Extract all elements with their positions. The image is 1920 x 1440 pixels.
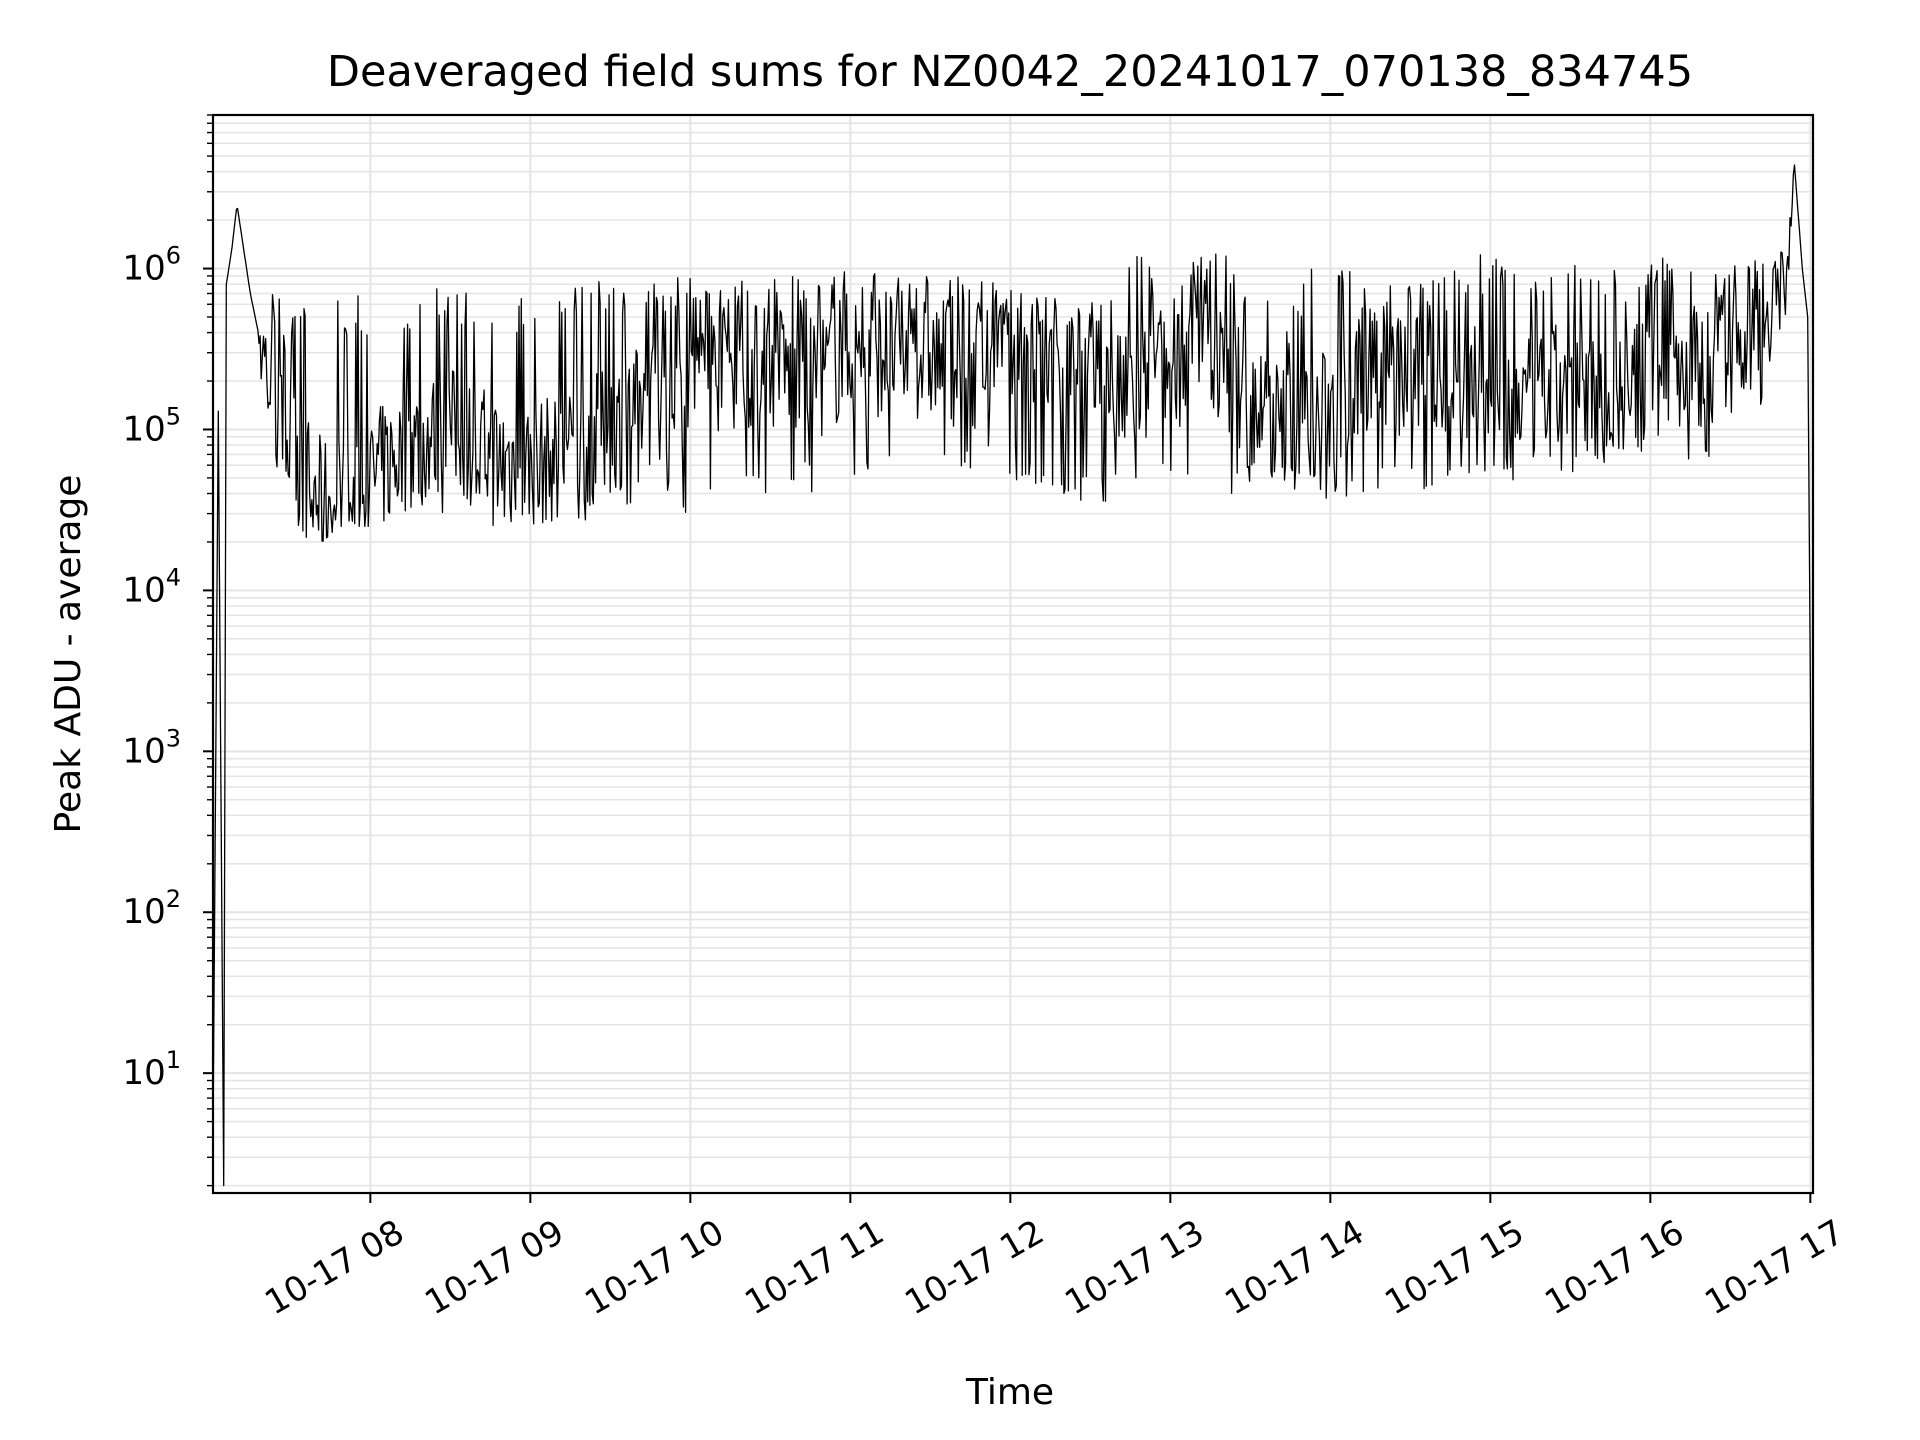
- chart-title: Deaveraged field sums for NZ0042_2024101…: [327, 47, 1693, 97]
- y-tick-label: 104: [122, 563, 181, 610]
- y-tick-label: 102: [122, 885, 181, 932]
- y-tick-label: 103: [122, 724, 181, 771]
- y-tick-label: 105: [122, 402, 181, 449]
- y-tick-label: 106: [122, 242, 181, 289]
- series-line: [212, 164, 1814, 1187]
- y-tick-label: 101: [122, 1046, 181, 1093]
- x-axis-label: Time: [965, 1372, 1054, 1413]
- y-axis: 101 102 103 104 105 106: [122, 114, 213, 1187]
- grid: [213, 114, 1813, 1193]
- data-layer: [212, 164, 1814, 1187]
- y-axis-label: Peak ADU - average: [48, 475, 89, 834]
